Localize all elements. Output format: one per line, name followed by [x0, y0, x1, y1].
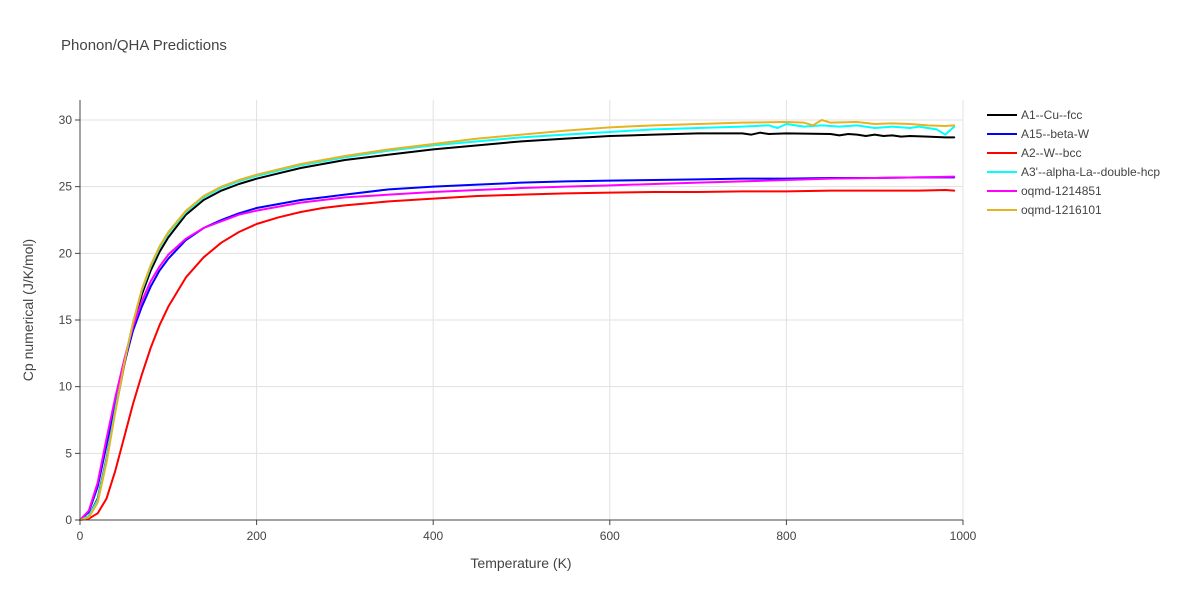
legend-label: oqmd-1214851 — [1021, 184, 1102, 198]
y-tick-label: 0 — [65, 513, 72, 527]
chart-title: Phonon/QHA Predictions — [61, 37, 227, 54]
legend-item-a1-cu-fcc[interactable]: A1--Cu--fcc — [987, 108, 1082, 122]
legend-label: A3'--alpha-La--double-hcp — [1021, 165, 1160, 179]
legend-label: oqmd-1216101 — [1021, 203, 1102, 217]
legend-item-a15-beta-w[interactable]: A15--beta-W — [987, 127, 1090, 141]
series-line-oqmd-1214851 — [79, 175, 956, 521]
series-line-a15-beta-w — [79, 176, 956, 521]
series-line-a2-w-bcc — [79, 189, 956, 521]
y-tick-label: 20 — [59, 246, 73, 260]
legend-item-oqmd-1216101[interactable]: oqmd-1216101 — [987, 203, 1102, 217]
x-tick-label: 200 — [247, 529, 267, 543]
legend-item-a2-w-bcc[interactable]: A2--W--bcc — [987, 146, 1081, 160]
grid — [80, 100, 964, 520]
legend-item-oqmd-1214851[interactable]: oqmd-1214851 — [987, 184, 1102, 198]
y-tick-label: 5 — [65, 446, 72, 460]
x-tick-label: 400 — [423, 529, 443, 543]
y-axis-title: Cp numerical (J/K/mol) — [20, 239, 36, 381]
plot-area — [79, 119, 956, 521]
axes: 0 200 400 600 800 1000 0 5 10 15 20 25 30 — [59, 100, 977, 543]
x-tick-label: 1000 — [950, 529, 977, 543]
legend-label: A2--W--bcc — [1021, 146, 1081, 160]
legend-label: A1--Cu--fcc — [1021, 108, 1082, 122]
y-tick-label: 25 — [59, 180, 73, 194]
legend-label: A15--beta-W — [1021, 127, 1090, 141]
x-axis-title: Temperature (K) — [470, 555, 571, 571]
y-tick-label: 15 — [59, 313, 73, 327]
y-tick-label: 30 — [59, 113, 73, 127]
y-tick-label: 10 — [59, 380, 73, 394]
legend-item-a3-alpha-la-double-hcp[interactable]: A3'--alpha-La--double-hcp — [987, 165, 1160, 179]
x-tick-label: 0 — [77, 529, 84, 543]
series-line-a1-cu-fcc — [79, 131, 956, 521]
x-tick-label: 600 — [600, 529, 620, 543]
x-tick-label: 800 — [776, 529, 796, 543]
series-line-oqmd-1216101 — [79, 119, 956, 521]
legend[interactable]: A1--Cu--fcc A15--beta-W A2--W--bcc A3'--alp… — [987, 108, 1160, 217]
